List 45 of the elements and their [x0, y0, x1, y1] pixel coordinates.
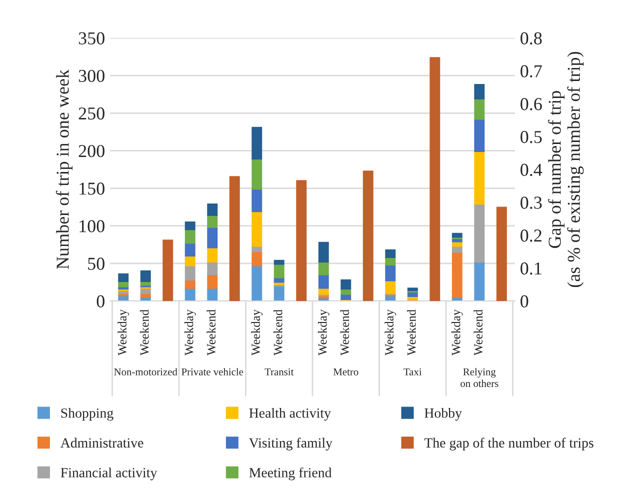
- y-tick-label: 250: [78, 107, 104, 120]
- x-tick-label: Weekend: [474, 309, 483, 356]
- legend-label: Health activity: [249, 408, 331, 421]
- y2-tick-label: 0.6: [520, 98, 542, 110]
- y-tick-label: 350: [78, 32, 104, 44]
- y2-tick-label: 0.5: [520, 130, 542, 144]
- y-tick-label: 0: [96, 295, 104, 308]
- x-tick-label: Weekday: [118, 309, 130, 356]
- y-tick-label: 100: [80, 220, 104, 232]
- legend-label: The gap of the number of trips: [424, 438, 594, 450]
- y2-axis-title: Gap of number of trip (as % of existing number of trip): [548, 52, 584, 288]
- text: Private vehicle: [182, 368, 244, 376]
- legend-label: Financial activity: [60, 468, 158, 480]
- x-tick-label: Weekday: [384, 309, 396, 356]
- text: Relying on others: [460, 368, 498, 388]
- y2-tick-label: 0.8: [520, 32, 542, 45]
- y-tick-label: 150: [80, 182, 104, 195]
- x-tick-label: Weekend: [206, 309, 216, 356]
- text: Transit: [264, 368, 294, 376]
- legend-label: Hobby: [424, 408, 462, 421]
- text: Non-motorized: [114, 368, 178, 376]
- legend-label: Administrative: [60, 438, 144, 448]
- y-axis-title: Number of trip in one week: [56, 69, 72, 270]
- x-tick-label: Weekday: [318, 309, 330, 356]
- y2-tick-label: 0.7: [520, 65, 542, 78]
- text: Taxi: [404, 368, 422, 376]
- y2-tick-label: 0.3: [520, 196, 542, 209]
- legend-label: Shopping: [61, 408, 114, 421]
- y2-tick-label: 0: [520, 295, 528, 308]
- y-tick-label: 300: [78, 70, 104, 82]
- x-tick-label: Weekend: [340, 309, 350, 356]
- y-tick-label: 200: [78, 144, 104, 158]
- x-tick-label: Weekend: [406, 309, 416, 356]
- y2-tick-label: 0.1: [520, 262, 542, 275]
- y2-tick-label: 0.2: [520, 230, 542, 242]
- text: Metro: [333, 368, 358, 376]
- x-tick-label: Weekday: [251, 309, 263, 356]
- y-tick-label: 50: [88, 258, 104, 270]
- y2-tick-label: 0.4: [520, 164, 542, 176]
- x-tick-label: Weekday: [184, 309, 196, 356]
- x-tick-label: Weekend: [140, 309, 149, 356]
- legend-label: Visiting family: [248, 438, 332, 450]
- x-tick-label: Weekday: [451, 309, 463, 356]
- legend-label: Meeting friend: [249, 467, 332, 480]
- x-tick-label: Weekend: [273, 309, 282, 356]
